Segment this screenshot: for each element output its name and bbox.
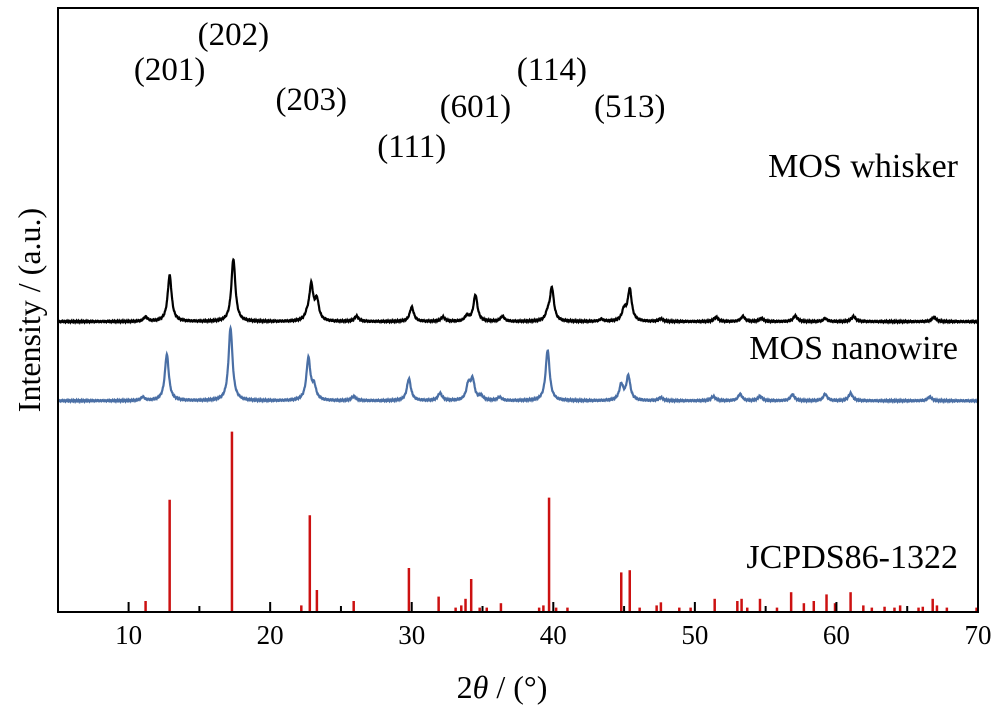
pattern-line (57, 324, 979, 405)
x-tick-label: 60 (823, 620, 850, 650)
series-label: JCPDS86-1322 (746, 539, 958, 576)
peak-label: (114) (517, 52, 587, 88)
peak-label: (601) (440, 89, 511, 125)
series-label: MOS whisker (768, 148, 959, 185)
peak-label: (202) (198, 17, 269, 53)
x-tick-label: 20 (257, 620, 284, 650)
plot-frame (57, 7, 979, 613)
x-tick-label: 50 (681, 620, 708, 650)
peak-label: (111) (377, 129, 446, 165)
peak-label: (513) (594, 89, 665, 125)
plot-area: MOS whisker MOS nanowire JCPDS86-1322 (201)… (57, 17, 979, 612)
series-label: MOS nanowire (749, 330, 958, 367)
y-axis-label: Intensity / (a.u.) (11, 208, 47, 412)
pattern-line (57, 257, 979, 325)
x-tick-label: 10 (115, 620, 142, 650)
peak-label: (201) (134, 52, 205, 88)
x-tick-label: 30 (398, 620, 425, 650)
x-axis-label: 2θ / (°) (457, 669, 548, 705)
peak-label: (203) (275, 82, 346, 118)
x-tick-label: 40 (540, 620, 567, 650)
x-tick-label: 70 (965, 620, 992, 650)
x-axis: 10 20 30 40 50 60 70 (115, 602, 992, 650)
